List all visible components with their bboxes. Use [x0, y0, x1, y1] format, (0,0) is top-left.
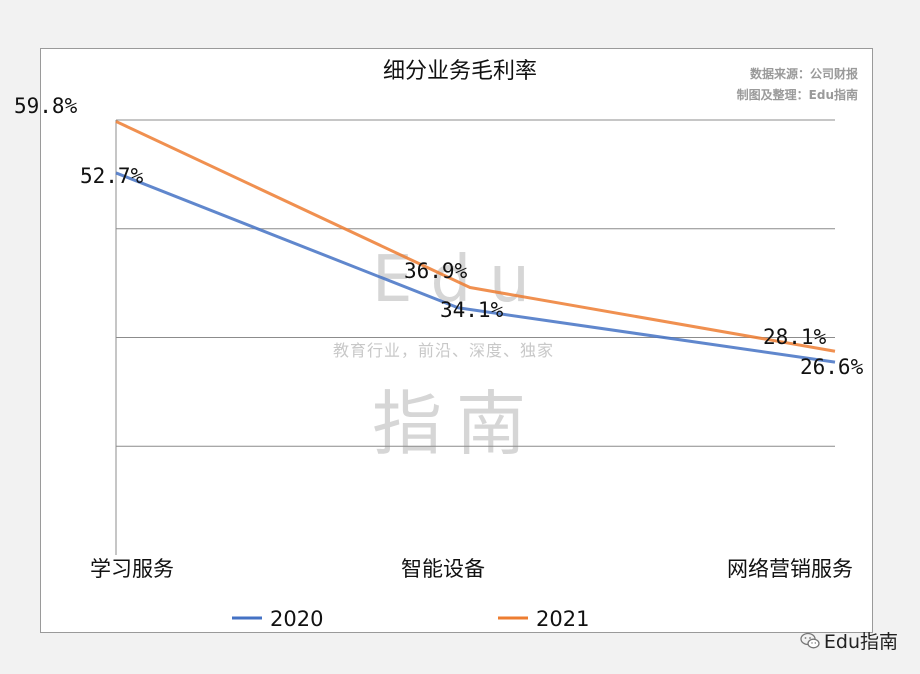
chart-title: 细分业务毛利率: [382, 59, 537, 84]
data-label: 28.1%: [763, 325, 827, 349]
credit-line: 制图及整理：Edu指南: [736, 88, 858, 102]
source-line: 数据来源：公司财报: [749, 67, 858, 81]
data-label: 52.7%: [80, 164, 144, 188]
data-label: 26.6%: [800, 355, 864, 379]
watermark-cn: 指南: [372, 383, 540, 465]
x-tick-label: 智能设备: [401, 557, 485, 581]
legend-label: 2021: [536, 607, 589, 631]
footer-brand-text: Edu指南: [823, 631, 898, 653]
x-tick-label: 网络营销服务: [727, 557, 853, 581]
series-line-2020: [115, 171, 836, 364]
watermark-tagline: 教育行业，前沿、深度、独家: [333, 341, 555, 360]
wechat-icon: [800, 632, 820, 648]
source-note: 数据来源：公司财报 制图及整理：Edu指南: [737, 64, 858, 106]
x-tick-label: 学习服务: [90, 557, 174, 581]
series-line-2021: [115, 120, 836, 353]
legend-label: 2020: [270, 607, 323, 631]
data-label: 59.8%: [14, 94, 78, 118]
footer-brand: Edu指南: [800, 627, 898, 654]
data-label: 36.9%: [404, 259, 468, 283]
chart-card: [40, 48, 873, 633]
data-label: 34.1%: [440, 298, 504, 322]
